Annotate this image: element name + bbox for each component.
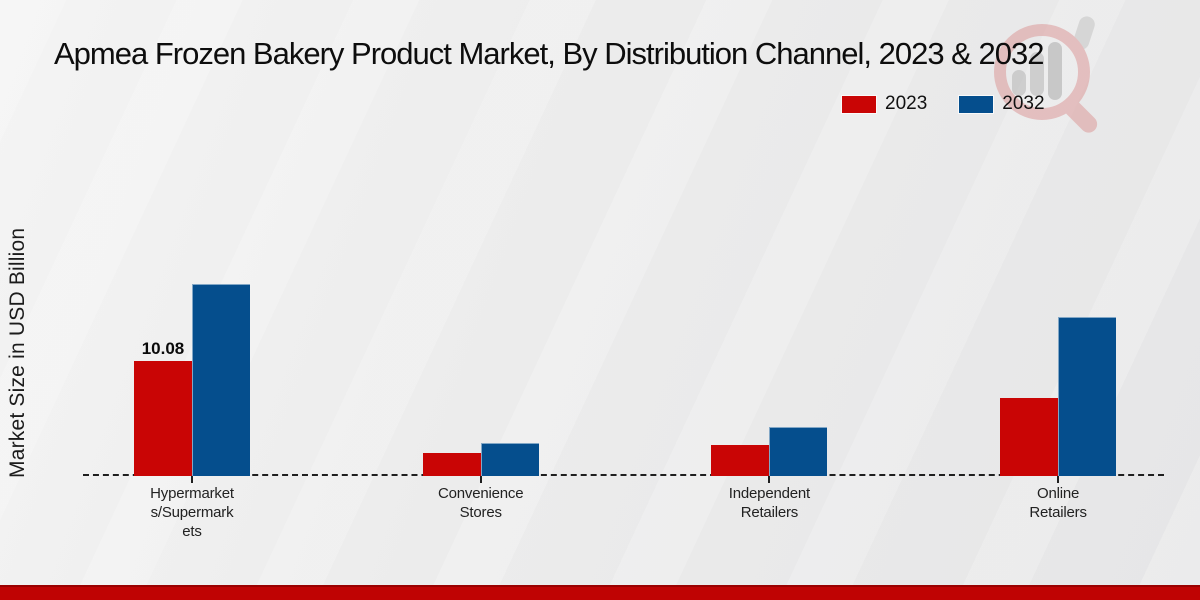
bar-2023 (134, 360, 192, 476)
legend: 2023 2032 (842, 93, 1063, 115)
legend-swatch-2023 (842, 95, 876, 113)
legend-label: 2032 (1002, 93, 1045, 114)
logo-bar-small (1012, 70, 1026, 96)
logo-bar-medium (1030, 52, 1044, 96)
legend-item-2032: 2032 (959, 93, 1045, 115)
bar-2032 (769, 427, 828, 476)
bar-2023 (1000, 397, 1059, 476)
bar-2032 (480, 442, 539, 476)
logo-bar-large (1048, 42, 1062, 100)
legend-label: 2023 (885, 93, 928, 114)
x-axis-tick (191, 476, 193, 483)
footer-accent-bar (0, 585, 1200, 600)
x-axis-tick (768, 476, 771, 483)
x-axis-baseline (83, 474, 1164, 476)
magnifier-bar-chart-logo-icon (990, 10, 1120, 140)
category-label: Independent Retailers (728, 485, 810, 521)
chart-title: Apmea Frozen Bakery Product Market, By D… (54, 36, 1044, 71)
category-label: Hypermarket s/Supermark ets (150, 485, 234, 540)
bar-value-label: 10.08 (141, 338, 185, 358)
category-label: Convenience Stores (438, 485, 524, 521)
bar-2032 (1058, 317, 1117, 476)
bar-2023 (711, 444, 770, 476)
legend-item-2023: 2023 (842, 93, 927, 115)
x-axis-tick (1057, 476, 1060, 483)
x-axis-tick (479, 476, 482, 483)
bar-2023 (422, 453, 481, 476)
bar-2032 (192, 284, 250, 476)
category-label: Online Retailers (1029, 485, 1087, 521)
legend-swatch-2032 (959, 95, 994, 113)
